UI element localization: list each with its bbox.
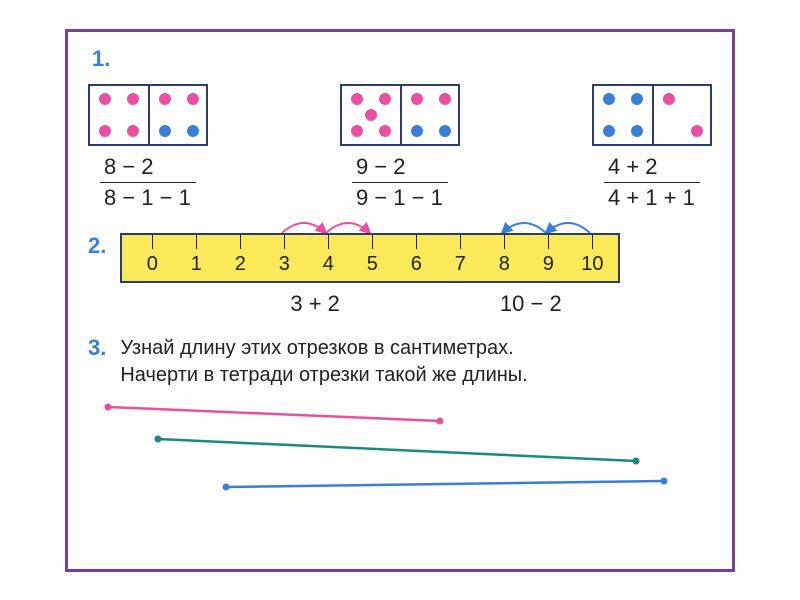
ruler-tick (372, 235, 374, 249)
ruler-number: 6 (411, 253, 422, 276)
pink-dot (127, 125, 139, 137)
domino (592, 84, 712, 146)
domino-half (342, 86, 400, 144)
blue-dot (603, 125, 615, 137)
jump-arc (546, 223, 590, 233)
section-3: 3. Узнай длину этих отрезков в сантиметр… (88, 335, 712, 389)
equation-block: 4 + 24 + 1 + 1 (604, 154, 700, 211)
section-2: 2. 0 1 2 3 4 5 6 7 8 9 10 3 + 2 10 − 2 (88, 233, 712, 317)
ruler-tick (328, 235, 330, 249)
segment-endpoint (155, 435, 162, 442)
pink-dot (691, 125, 703, 137)
ruler-number: 2 (235, 253, 246, 276)
domino-group: 9 − 29 − 1 − 1 (340, 84, 460, 211)
equation-block: 8 − 28 − 1 − 1 (100, 154, 196, 211)
blue-dot (631, 125, 643, 137)
ruler-number: 1 (191, 253, 202, 276)
pink-dot (99, 125, 111, 137)
blue-dot (631, 93, 643, 105)
domino (88, 84, 208, 146)
pink-dot (127, 93, 139, 105)
segments-canvas (88, 395, 688, 503)
equation-top: 8 − 2 (100, 154, 196, 183)
segment-endpoint (437, 417, 444, 424)
ruler-number: 0 (147, 253, 158, 276)
domino-group: 8 − 28 − 1 − 1 (88, 84, 208, 211)
equation-bottom: 8 − 1 − 1 (100, 183, 196, 211)
ruler-tick (592, 235, 594, 249)
equation-block: 9 − 29 − 1 − 1 (352, 154, 448, 211)
domino-half (148, 86, 206, 144)
ruler-tick (284, 235, 286, 249)
pink-dot (187, 93, 199, 105)
ruler-tick (460, 235, 462, 249)
blue-dot (411, 125, 423, 137)
expr-10minus2: 10 − 2 (500, 291, 562, 317)
ruler-number: 8 (499, 253, 510, 276)
segment-line (108, 407, 440, 421)
segment-endpoint (661, 477, 668, 484)
pink-dot (365, 109, 377, 121)
domino-half (400, 86, 458, 144)
domino-half (594, 86, 652, 144)
blue-dot (439, 125, 451, 137)
ruler-arcs (120, 211, 620, 233)
pink-dot (663, 93, 675, 105)
pink-dot (379, 93, 391, 105)
segment-endpoint (105, 403, 112, 410)
ruler-tick (152, 235, 154, 249)
ruler: 0 1 2 3 4 5 6 7 8 9 10 (120, 233, 620, 283)
pink-dot (439, 93, 451, 105)
ruler-tick (548, 235, 550, 249)
pink-dot (159, 93, 171, 105)
ruler-tick (240, 235, 242, 249)
ruler-expressions: 3 + 2 10 − 2 (120, 291, 620, 317)
pink-dot (99, 93, 111, 105)
pink-dot (411, 93, 423, 105)
pink-dot (379, 125, 391, 137)
blue-dot (603, 93, 615, 105)
segment-endpoint (633, 457, 640, 464)
pink-dot (351, 125, 363, 137)
instruction-line2: Начерти в тетради отрезки такой же длины… (120, 362, 712, 389)
segment-endpoint (223, 483, 230, 490)
expr-3plus2: 3 + 2 (290, 291, 340, 317)
worksheet-page: 1. 8 − 28 − 1 − 1 9 − 29 − 1 − 1 4 + 24 + … (65, 29, 735, 572)
section-3-number: 3. (88, 335, 106, 389)
equation-bottom: 4 + 1 + 1 (604, 183, 700, 211)
pink-dot (351, 93, 363, 105)
ruler-number: 10 (581, 253, 603, 276)
ruler-number: 5 (367, 253, 378, 276)
dominoes-row: 8 − 28 − 1 − 1 9 − 29 − 1 − 1 4 + 24 + 1 +… (88, 84, 712, 211)
segment-line (226, 481, 664, 487)
section-2-number: 2. (88, 233, 106, 259)
domino-half (652, 86, 710, 144)
ruler-wrap: 0 1 2 3 4 5 6 7 8 9 10 3 + 2 10 − 2 (120, 233, 712, 317)
ruler-number: 4 (323, 253, 334, 276)
ruler-tick (504, 235, 506, 249)
ruler-number: 9 (543, 253, 554, 276)
domino-group: 4 + 24 + 1 + 1 (592, 84, 712, 211)
equation-top: 4 + 2 (604, 154, 700, 183)
ruler-number: 3 (279, 253, 290, 276)
jump-arc (282, 223, 326, 233)
ruler-tick (196, 235, 198, 249)
equation-top: 9 − 2 (352, 154, 448, 183)
blue-dot (187, 125, 199, 137)
section-1-number: 1. (92, 46, 110, 72)
domino (340, 84, 460, 146)
equation-bottom: 9 − 1 − 1 (352, 183, 448, 211)
ruler-tick (416, 235, 418, 249)
blue-dot (159, 125, 171, 137)
instruction-line1: Узнай длину этих отрезков в сантиметрах. (120, 335, 712, 362)
domino-half (90, 86, 148, 144)
jump-arc (326, 223, 370, 233)
segment-line (158, 439, 636, 461)
ruler-number: 7 (455, 253, 466, 276)
jump-arc (502, 223, 546, 233)
